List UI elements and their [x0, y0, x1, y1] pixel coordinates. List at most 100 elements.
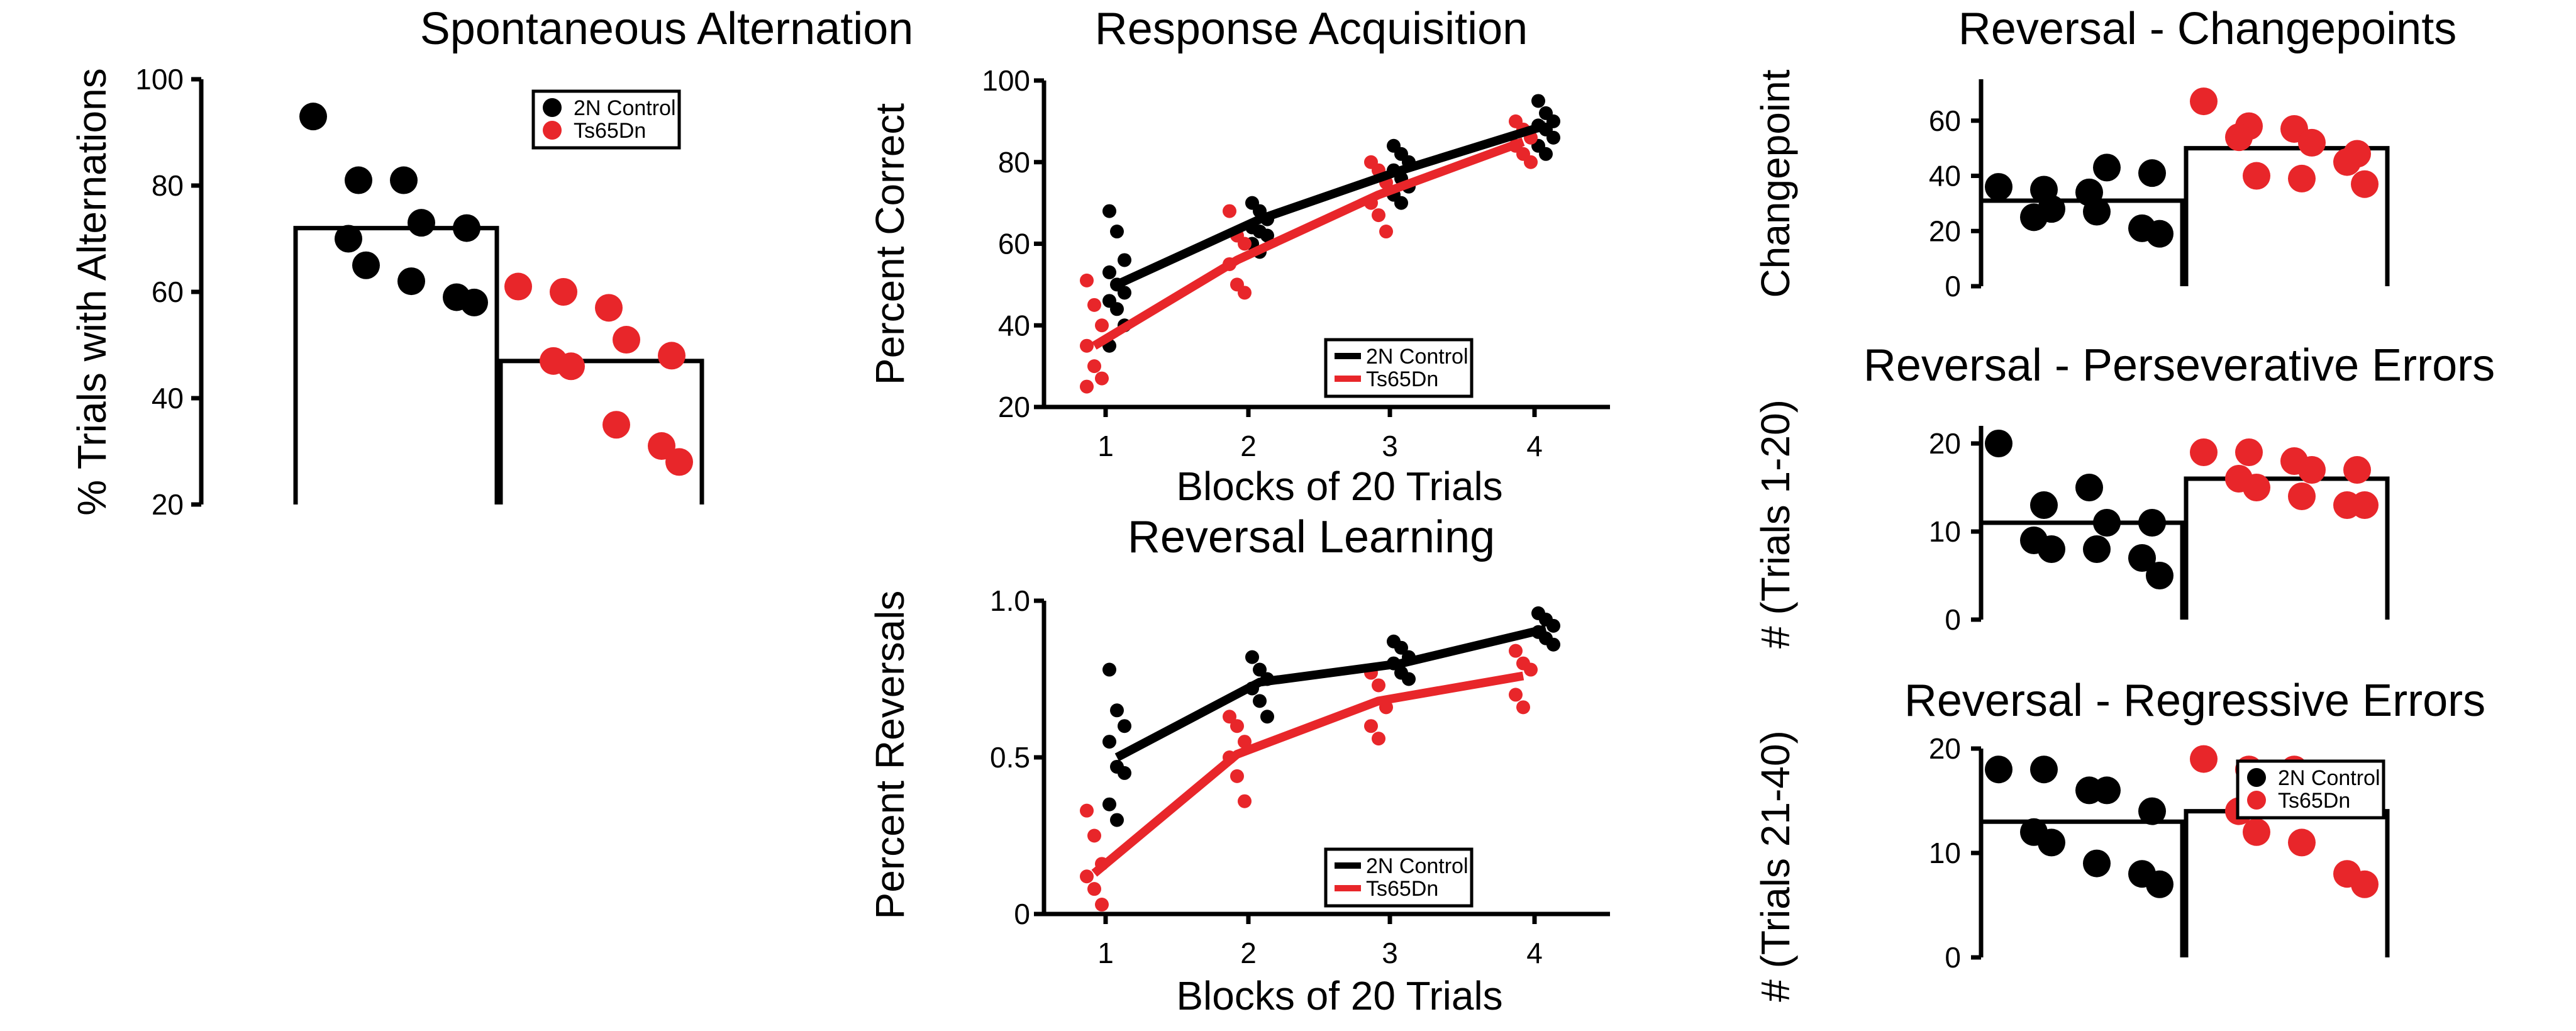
legend-entry: Ts65Dn — [2278, 789, 2350, 813]
legend-box — [1324, 338, 1474, 398]
data-point — [1546, 637, 1560, 652]
data-point — [1087, 828, 1101, 843]
data-point — [1102, 797, 1116, 811]
chart-title: Spontaneous Alternation — [420, 4, 914, 54]
data-point — [2243, 818, 2270, 846]
legend-swatch-dot — [543, 98, 562, 117]
y-tick-label: 0.5 — [990, 741, 1030, 774]
y-tick-label: 1.0 — [990, 584, 1030, 617]
data-point — [390, 166, 418, 194]
data-point — [658, 342, 686, 370]
data-point — [1102, 265, 1116, 279]
data-point — [2243, 474, 2270, 501]
chart-title: Reversal Learning — [1128, 512, 1495, 562]
chart-title: Reversal - Perseverative Errors — [1863, 340, 2495, 391]
data-point — [345, 166, 372, 194]
data-point — [1118, 286, 1131, 300]
bar — [498, 359, 704, 504]
data-point — [1516, 700, 1530, 715]
data-point — [1118, 719, 1131, 733]
data-point — [2190, 87, 2218, 116]
y-axis-label: Percent Reversals — [867, 591, 913, 920]
chart-changepoints: Reversal - Changepoints Changepoint 0 20 40 6… — [1753, 4, 2457, 303]
chart-title: Reversal - Changepoints — [1958, 4, 2457, 54]
data-point — [2225, 123, 2253, 152]
data-point — [1110, 703, 1124, 718]
data-point — [1985, 173, 2012, 201]
y-tick-label: 80 — [998, 146, 1030, 179]
y-tick-label: 0 — [1945, 270, 1961, 303]
data-point — [2190, 438, 2218, 466]
y-tick-label: 60 — [152, 276, 184, 308]
bar — [1979, 819, 2185, 957]
y-axis-label: # (Trials 21-40) — [1753, 730, 1798, 1002]
data-point — [1238, 286, 1252, 300]
legend-swatch-dot — [2247, 791, 2266, 810]
data-point — [2343, 456, 2371, 484]
y-axis-label: Changepoint — [1753, 69, 1798, 298]
y-tick-label: 20 — [1929, 427, 1961, 460]
data-point — [2038, 828, 2065, 857]
x-tick-label: 1 — [1097, 937, 1114, 969]
data-point — [2083, 849, 2111, 878]
legend-entry: 2N Control — [574, 96, 676, 120]
legend-entry: Ts65Dn — [1366, 877, 1438, 901]
data-point — [648, 432, 675, 460]
legend-entry: Ts65Dn — [574, 119, 646, 143]
data-point — [1223, 204, 1236, 218]
series-line — [1114, 625, 1547, 762]
data-point — [1245, 650, 1259, 664]
data-point — [2030, 755, 2058, 784]
series-line — [1115, 121, 1548, 289]
chart-reversal: Reversal Learning Percent Reversals 0 0.5 1.… — [867, 512, 1610, 1018]
x-tick-label: 2 — [1240, 430, 1257, 462]
data-point — [1118, 253, 1131, 267]
y-tick-label: 100 — [135, 63, 184, 96]
data-point — [335, 225, 362, 253]
data-point — [1260, 710, 1274, 724]
data-point — [453, 214, 480, 242]
data-point — [1102, 662, 1116, 677]
data-point — [2298, 456, 2326, 484]
y-axis-label: Percent Correct — [867, 103, 913, 385]
legend-entry: 2N Control — [2278, 766, 2380, 790]
data-point — [1080, 869, 1094, 884]
data-point — [1080, 379, 1094, 394]
data-point — [397, 267, 425, 296]
data-point — [299, 103, 327, 131]
data-point — [2351, 491, 2379, 519]
y-tick-label: 20 — [1929, 215, 1961, 247]
data-point — [1531, 94, 1545, 108]
data-point — [1087, 882, 1101, 896]
bar — [1979, 520, 2185, 620]
data-point — [2075, 474, 2103, 501]
data-point — [1546, 130, 1560, 145]
x-tick-label: 3 — [1382, 937, 1398, 969]
data-point — [1087, 298, 1101, 312]
data-point — [2138, 797, 2166, 825]
legend-entry: 2N Control — [1366, 854, 1468, 878]
chart-acquisition: Response Acquisition Percent Correct 20 40 6… — [867, 4, 1610, 509]
data-point — [602, 411, 630, 439]
data-point — [2038, 195, 2065, 223]
data-point — [1230, 719, 1244, 733]
data-point — [1372, 678, 1385, 693]
bar — [293, 226, 499, 504]
x-tick-label: 1 — [1097, 430, 1114, 462]
data-point — [1524, 155, 1538, 169]
y-tick-label: 20 — [998, 391, 1030, 423]
data-point — [1379, 225, 1393, 239]
data-point — [1095, 318, 1109, 333]
data-point — [1509, 688, 1523, 702]
data-point — [2288, 828, 2316, 857]
bar — [2184, 146, 2390, 286]
chart-title: Response Acquisition — [1095, 4, 1528, 54]
data-point — [2138, 509, 2166, 537]
data-point — [504, 272, 532, 301]
data-point — [408, 209, 435, 237]
legend-box — [1324, 847, 1474, 908]
data-point — [460, 288, 488, 316]
data-point — [557, 352, 585, 381]
x-tick-label: 3 — [1382, 430, 1398, 462]
